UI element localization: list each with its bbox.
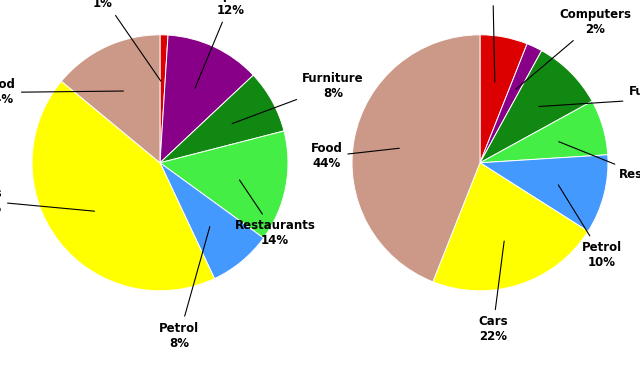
- Wedge shape: [32, 81, 214, 291]
- Wedge shape: [352, 35, 480, 282]
- Text: Petrol
10%: Petrol 10%: [558, 185, 621, 269]
- Wedge shape: [160, 163, 264, 279]
- Text: Food
14%: Food 14%: [0, 78, 124, 107]
- Text: Furniture
9%: Furniture 9%: [539, 85, 640, 113]
- Text: 2001: 2001: [0, 0, 4, 4]
- Text: Petrol
8%: Petrol 8%: [159, 226, 210, 350]
- Text: Cars
22%: Cars 22%: [478, 241, 508, 343]
- Wedge shape: [160, 35, 253, 163]
- Text: Cars
43%: Cars 43%: [0, 187, 95, 215]
- Wedge shape: [480, 35, 527, 163]
- Text: Furniture
8%: Furniture 8%: [232, 72, 364, 124]
- Wedge shape: [61, 35, 160, 163]
- Wedge shape: [160, 131, 288, 238]
- Text: Restaurants
14%: Restaurants 14%: [235, 180, 316, 247]
- Text: Food
44%: Food 44%: [310, 142, 399, 171]
- Text: Computers
2%: Computers 2%: [516, 8, 631, 89]
- Wedge shape: [480, 51, 592, 163]
- Wedge shape: [160, 35, 168, 163]
- Wedge shape: [433, 163, 588, 291]
- Wedge shape: [160, 75, 284, 163]
- Wedge shape: [480, 101, 608, 163]
- Wedge shape: [480, 44, 541, 163]
- Text: Computers
12%: Computers 12%: [195, 0, 266, 88]
- Text: Restaurants
7%: Restaurants 7%: [559, 142, 640, 196]
- Text: Books
6%: Books 6%: [473, 0, 513, 82]
- Text: Spending habits of people in UK between 1971 and 2001: Spending habits of people in UK between …: [8, 339, 632, 358]
- Text: 1971: 1971: [220, 0, 305, 4]
- Wedge shape: [480, 155, 608, 231]
- Text: Books
1%: Books 1%: [83, 0, 161, 81]
